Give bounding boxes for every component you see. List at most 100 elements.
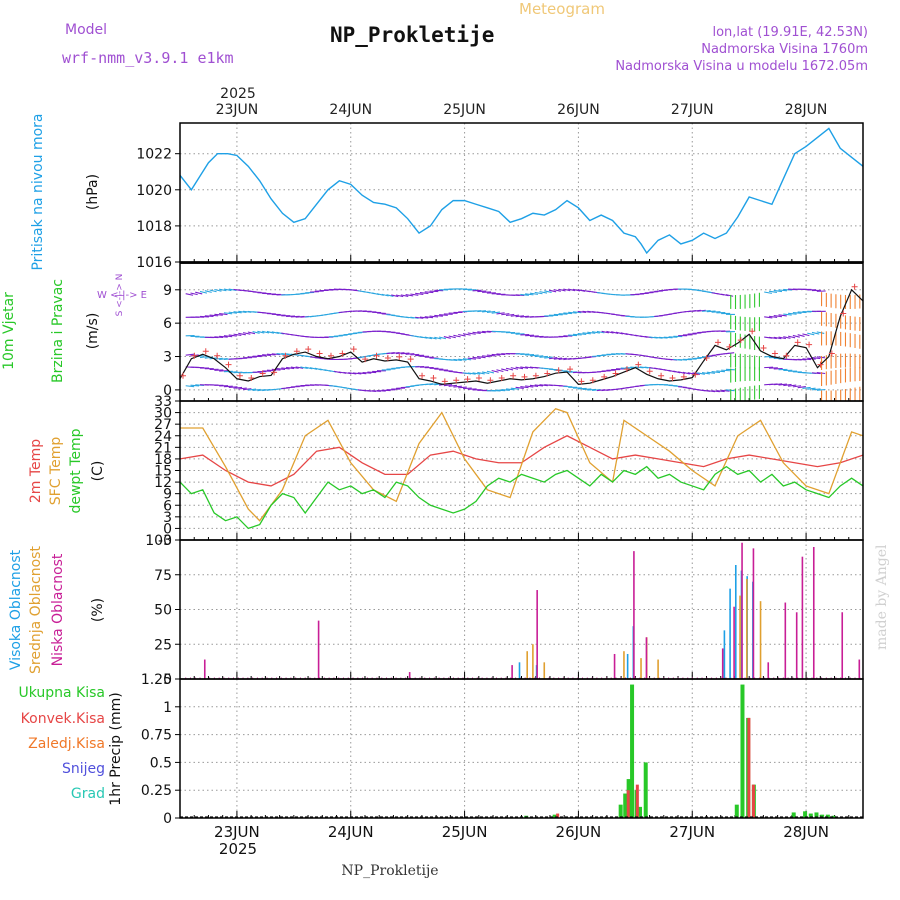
wind-gust-marker bbox=[316, 350, 323, 357]
wind-arrow bbox=[415, 292, 424, 296]
wind-gust-marker bbox=[350, 346, 357, 353]
wind-arrow bbox=[802, 386, 811, 389]
y-tick-label: 9 bbox=[163, 487, 172, 503]
wind-gust-marker bbox=[578, 378, 585, 385]
wind-gust-marker bbox=[248, 374, 255, 381]
wind-arrow bbox=[716, 370, 726, 373]
precip-legend-item: Snijeg bbox=[62, 761, 105, 777]
y-tick-label: 0 bbox=[163, 383, 172, 399]
wind-arrow bbox=[520, 315, 529, 318]
total-precip-bar bbox=[803, 811, 808, 818]
wind-arrow bbox=[525, 366, 534, 369]
wind-arrow bbox=[563, 288, 571, 292]
wind-arrow bbox=[400, 352, 410, 355]
wind-gust-marker bbox=[327, 352, 334, 359]
dewpt-line bbox=[180, 465, 863, 530]
cloud-title-3: Niska Oblacnost bbox=[50, 553, 66, 666]
wind-gust-marker bbox=[396, 353, 403, 360]
wind-arrow bbox=[816, 356, 826, 359]
wind-arrow bbox=[496, 353, 506, 356]
total-precip-bar bbox=[820, 814, 825, 818]
wind-arrow bbox=[419, 316, 429, 319]
wind-arrow bbox=[443, 384, 453, 387]
wind-gust-marker bbox=[293, 348, 300, 355]
wind-arrow bbox=[697, 309, 706, 312]
conv-precip-bar bbox=[747, 717, 751, 818]
wind-arrow bbox=[477, 371, 485, 375]
wind-arrow bbox=[701, 372, 710, 375]
wind-arrow bbox=[816, 371, 826, 375]
wind-arrow bbox=[783, 383, 792, 387]
wind-arrow bbox=[788, 384, 797, 387]
wind-arrow bbox=[376, 293, 384, 296]
wind-arrow bbox=[534, 291, 543, 295]
wind-arrow bbox=[448, 358, 458, 361]
bottom-year-label: 2025 bbox=[219, 840, 257, 858]
wind-arrow bbox=[548, 357, 558, 360]
wind-gust-marker bbox=[646, 368, 653, 375]
wind-arrow bbox=[764, 316, 773, 319]
temp-unit: (C) bbox=[90, 461, 106, 482]
wind-arrow bbox=[486, 354, 496, 357]
wind-gust-marker bbox=[737, 337, 744, 344]
wind-arrow bbox=[591, 331, 600, 334]
wind-arrow bbox=[529, 292, 539, 295]
wind-arrow bbox=[233, 386, 243, 389]
wind-arrow bbox=[792, 312, 802, 314]
wind-arrow bbox=[410, 293, 419, 296]
wind-arrow bbox=[797, 386, 806, 389]
top-day-label: 27JUN bbox=[671, 102, 714, 118]
y-tick-label: 33 bbox=[154, 394, 172, 410]
total-precip-bar bbox=[552, 814, 557, 818]
model-elevation-label: Nadmorska Visina u modelu 1672.05m bbox=[615, 59, 868, 74]
total-precip-bar bbox=[638, 806, 643, 818]
wind-arrow bbox=[811, 388, 821, 391]
wind-gust-marker bbox=[441, 378, 448, 385]
wind-arrow bbox=[348, 372, 357, 375]
wind-arrow bbox=[238, 387, 247, 390]
wind-arrow bbox=[778, 314, 787, 317]
wind-arrow bbox=[391, 294, 399, 298]
bottom-day-label: 28JUN bbox=[783, 823, 829, 841]
wind-arrow bbox=[477, 310, 486, 313]
wind-arrow bbox=[606, 330, 614, 334]
wind-arrow bbox=[209, 314, 219, 317]
wind-arrow bbox=[520, 293, 529, 296]
y-tick-label: 6 bbox=[163, 498, 172, 514]
precip-legend-item: Ukupna Kisa bbox=[18, 685, 105, 701]
wind-arrow bbox=[797, 358, 807, 361]
coords-label: lon,lat (19.91E, 42.53N) bbox=[712, 25, 868, 40]
wind-arrow bbox=[481, 371, 490, 375]
y-tick-label: 1 bbox=[163, 700, 172, 716]
bottom-day-label: 23JUN bbox=[214, 823, 260, 841]
y-tick-label: 12 bbox=[154, 475, 172, 491]
footer-station: NP_Prokletije bbox=[341, 863, 438, 879]
wind-arrow bbox=[529, 354, 539, 357]
wind-arrow bbox=[491, 369, 499, 373]
wind-arrow bbox=[472, 372, 481, 375]
wind-arrow bbox=[807, 357, 816, 360]
wind-arrow bbox=[788, 312, 797, 315]
wind-gust-marker bbox=[783, 352, 790, 359]
wind-arrow bbox=[482, 310, 491, 313]
total-precip-bar bbox=[808, 813, 813, 818]
cloud-title-2: Srednja Oblacnost bbox=[28, 546, 44, 674]
wind-arrow bbox=[214, 336, 224, 339]
wind-gust-marker bbox=[475, 374, 482, 381]
wind-arrow bbox=[525, 353, 535, 356]
top-day-label: 25JUN bbox=[443, 102, 486, 118]
wind-arrow bbox=[721, 369, 730, 372]
y-tick-label: 30 bbox=[154, 406, 172, 422]
wind-arrow bbox=[439, 314, 448, 316]
y-tick-label: 50 bbox=[154, 603, 172, 619]
wind-arrow bbox=[568, 311, 577, 314]
pressure-line bbox=[180, 127, 863, 255]
wind-arrow bbox=[496, 312, 505, 315]
bottom-day-label: 26JUN bbox=[556, 823, 602, 841]
wind-arrow bbox=[252, 331, 260, 334]
wind-arrow bbox=[381, 293, 389, 297]
y-tick-label: -3 bbox=[158, 533, 172, 549]
credit-watermark: made by Angel bbox=[874, 544, 890, 650]
wind-arrow bbox=[482, 355, 491, 358]
